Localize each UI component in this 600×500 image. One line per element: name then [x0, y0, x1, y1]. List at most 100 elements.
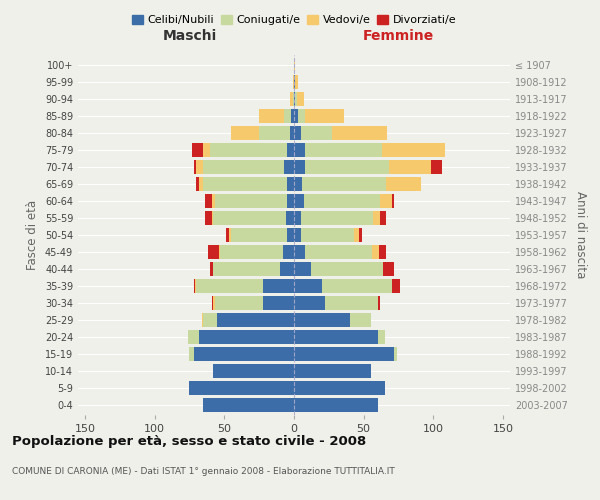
Bar: [188, 330, 199, 344]
Bar: [284, 110, 291, 123]
Bar: [284, 160, 294, 174]
Bar: [377, 330, 385, 344]
Text: Femmine: Femmine: [363, 29, 434, 43]
Bar: [389, 160, 431, 174]
Bar: [263, 296, 294, 310]
Bar: [379, 245, 386, 259]
Bar: [203, 144, 211, 157]
Bar: [294, 76, 295, 89]
Bar: [332, 126, 388, 140]
Bar: [294, 194, 304, 208]
Bar: [199, 330, 294, 344]
Bar: [294, 279, 322, 292]
Bar: [287, 194, 294, 208]
Bar: [294, 364, 371, 378]
Bar: [294, 398, 377, 411]
Bar: [259, 126, 290, 140]
Bar: [208, 245, 219, 259]
Bar: [205, 211, 212, 225]
Bar: [283, 245, 294, 259]
Bar: [203, 313, 217, 326]
Bar: [219, 245, 220, 259]
Bar: [231, 228, 287, 242]
Bar: [290, 126, 294, 140]
Legend: Celibi/Nubili, Coniugati/e, Vedovi/e, Divorziati/e: Celibi/Nubili, Coniugati/e, Vedovi/e, Di…: [127, 10, 461, 30]
Text: Popolazione per età, sesso e stato civile - 2008: Popolazione per età, sesso e stato civil…: [12, 435, 366, 448]
Bar: [301, 126, 332, 140]
Bar: [259, 110, 284, 123]
Bar: [215, 296, 263, 310]
Bar: [294, 178, 302, 191]
Bar: [293, 92, 294, 106]
Bar: [294, 347, 394, 360]
Bar: [350, 313, 371, 326]
Bar: [377, 296, 380, 310]
Bar: [211, 144, 287, 157]
Bar: [211, 262, 213, 276]
Bar: [220, 245, 283, 259]
Bar: [325, 296, 377, 310]
Bar: [305, 245, 372, 259]
Bar: [294, 330, 377, 344]
Bar: [190, 381, 294, 394]
Bar: [196, 279, 263, 292]
Bar: [431, 160, 442, 174]
Bar: [298, 110, 305, 123]
Bar: [217, 313, 294, 326]
Bar: [294, 211, 301, 225]
Bar: [213, 364, 294, 378]
Bar: [294, 110, 298, 123]
Bar: [294, 160, 305, 174]
Bar: [301, 211, 373, 225]
Bar: [213, 296, 215, 310]
Bar: [286, 211, 294, 225]
Bar: [305, 110, 344, 123]
Y-axis label: Fasce di età: Fasce di età: [26, 200, 39, 270]
Bar: [380, 211, 386, 225]
Bar: [190, 347, 194, 360]
Bar: [194, 279, 195, 292]
Bar: [290, 92, 293, 106]
Bar: [294, 92, 295, 106]
Bar: [294, 245, 305, 259]
Text: Maschi: Maschi: [163, 29, 217, 43]
Bar: [359, 228, 362, 242]
Bar: [297, 92, 304, 106]
Bar: [212, 211, 213, 225]
Bar: [213, 211, 286, 225]
Bar: [382, 144, 445, 157]
Bar: [205, 194, 212, 208]
Bar: [354, 228, 359, 242]
Bar: [192, 144, 203, 157]
Bar: [213, 262, 280, 276]
Bar: [294, 126, 301, 140]
Bar: [203, 398, 294, 411]
Bar: [287, 144, 294, 157]
Bar: [203, 178, 287, 191]
Bar: [215, 194, 287, 208]
Bar: [203, 160, 284, 174]
Bar: [212, 296, 213, 310]
Bar: [302, 178, 386, 191]
Bar: [294, 313, 350, 326]
Bar: [293, 76, 294, 89]
Bar: [294, 296, 325, 310]
Bar: [263, 279, 294, 292]
Bar: [212, 194, 215, 208]
Bar: [305, 144, 382, 157]
Bar: [392, 279, 400, 292]
Bar: [294, 58, 295, 72]
Text: COMUNE DI CARONIA (ME) - Dati ISTAT 1° gennaio 2008 - Elaborazione TUTTITALIA.IT: COMUNE DI CARONIA (ME) - Dati ISTAT 1° g…: [12, 468, 395, 476]
Bar: [280, 262, 294, 276]
Bar: [196, 160, 203, 174]
Bar: [226, 228, 229, 242]
Bar: [304, 194, 380, 208]
Bar: [291, 110, 294, 123]
Bar: [294, 144, 305, 157]
Bar: [294, 381, 385, 394]
Bar: [394, 347, 397, 360]
Bar: [287, 178, 294, 191]
Bar: [305, 160, 389, 174]
Bar: [199, 178, 203, 191]
Bar: [392, 194, 394, 208]
